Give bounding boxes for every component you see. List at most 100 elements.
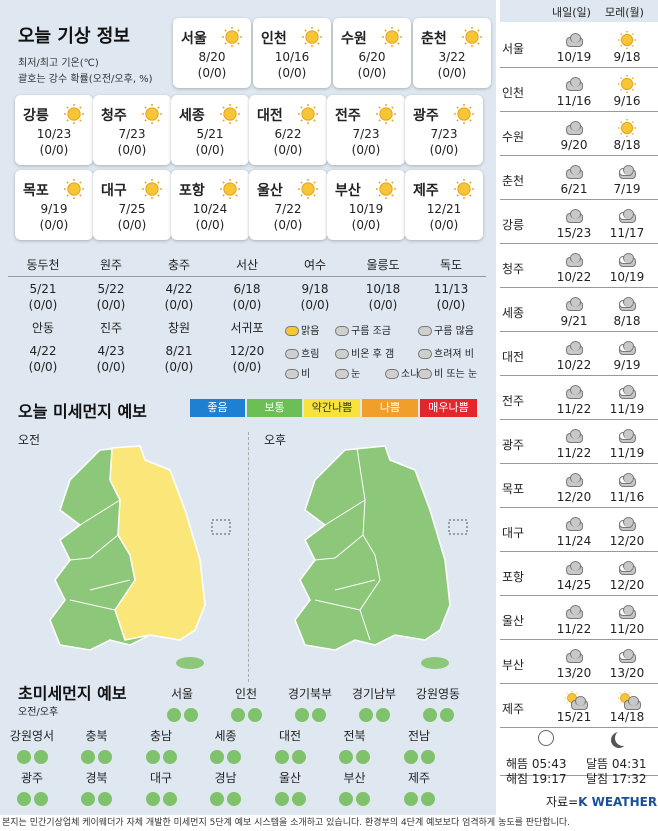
fine-dust-city: 강원영동 (410, 685, 466, 722)
am-dust-dot (81, 750, 95, 764)
pm-dust-dot (162, 750, 177, 764)
city-forecast: 창원 8/21 (0/0) (144, 320, 214, 375)
city-name: 울릉도 (348, 257, 418, 277)
city-forecast: 여수 9/18 (0/0) (280, 257, 350, 313)
city-card: 청주 7/23 (0/0) (93, 95, 171, 165)
card-city-name: 광주 (413, 108, 439, 124)
am-dust-dot (403, 750, 418, 764)
card-temp: 7/23 (118, 127, 146, 141)
fine-dust-city-name: 경기남부 (351, 687, 397, 701)
am-dust-dot (274, 792, 289, 806)
city-temp: 5/21 (29, 282, 57, 296)
day2-temp: 9/16 (613, 94, 641, 108)
card-temp: 7/25 (118, 202, 146, 216)
city-temp: 4/23 (97, 344, 125, 358)
forecast-row: 전주 11/22 11/19 (500, 376, 658, 420)
day1-temp: 12/20 (556, 490, 592, 504)
forecast-row: 포항 14/25 12/20 (500, 552, 658, 596)
day1-temp: 13/20 (556, 666, 592, 680)
pm-dust-dot (183, 708, 198, 722)
partly-cloudy-icon (617, 165, 636, 179)
sunny-icon (375, 178, 397, 204)
city-name: 여수 (280, 257, 350, 277)
today-weather-title: 오늘 기상 정보 (18, 26, 130, 47)
partly-cloudy-icon (617, 473, 636, 487)
pm-dust-dot (356, 750, 370, 764)
fine-dust-city-name: 충북 (85, 729, 108, 743)
card-temp: 10/16 (274, 50, 310, 64)
pm-dust-dot (420, 750, 435, 764)
city-name: 충주 (144, 257, 214, 277)
sunny-icon (461, 26, 483, 52)
cloudy-icon (564, 341, 583, 355)
forecast-city: 제주 (502, 702, 525, 716)
city-rain: (0/0) (28, 360, 58, 374)
forecast-city: 광주 (502, 438, 525, 452)
fine-dust-city: 세종 (198, 727, 254, 764)
sunny-icon (381, 26, 403, 52)
forecast-row: 강릉 15/23 11/17 (500, 200, 658, 244)
am-dust-dot (145, 750, 160, 764)
legend-icon (385, 369, 399, 379)
card-city-name: 제주 (413, 183, 439, 199)
dust-map-pm (294, 445, 468, 669)
pm-dust-dot (227, 792, 241, 806)
partly-cloudy-icon (617, 385, 636, 399)
legend-icon (418, 369, 432, 379)
sunny-icon (301, 26, 323, 52)
card-city-name: 부산 (335, 183, 361, 199)
legend-item: 구름 조금 (335, 322, 391, 337)
card-rain: (0/0) (117, 218, 147, 232)
pm-dust-dot (162, 792, 177, 806)
partly-cloudy-icon (617, 429, 636, 443)
forecast-city: 서울 (502, 42, 525, 56)
forecast-city: 부산 (502, 658, 525, 672)
forecast-city: 대구 (502, 526, 525, 540)
card-city-name: 춘천 (421, 31, 447, 47)
card-temp: 10/19 (348, 202, 384, 216)
day2-temp: 8/18 (613, 138, 641, 152)
day2-temp: 8/18 (613, 314, 641, 328)
forecast-panel: 내일(일) 모레(월) 서울 10/19 9/18 인천 11/16 9/16 수원… (500, 0, 658, 809)
city-rain: (0/0) (300, 298, 330, 312)
city-card: 춘천 3/22 (0/0) (413, 18, 491, 88)
fine-dust-city: 강원영서 (4, 727, 60, 764)
partly-cloudy-icon (617, 253, 636, 267)
pm-dust-dot (439, 708, 454, 722)
city-temp: 4/22 (29, 344, 57, 358)
day1-temp: 14/25 (556, 578, 592, 592)
city-card: 포항 10/24 (0/0) (171, 170, 249, 240)
city-temp: 4/22 (165, 282, 193, 296)
fine-dust-city: 경기북부 (282, 685, 338, 722)
day2-temp: 11/16 (609, 490, 645, 504)
city-rain: (0/0) (436, 298, 466, 312)
sunny-icon (221, 26, 243, 52)
forecast-row: 대전 10/22 9/19 (500, 332, 658, 376)
city-name: 동두천 (8, 257, 78, 277)
pm-dust-dot (356, 792, 370, 806)
city-rain: (0/0) (96, 298, 126, 312)
sunny-icon (375, 103, 397, 129)
city-temp: 5/22 (97, 282, 125, 296)
am-dust-dot (294, 708, 309, 722)
card-temp: 6/20 (358, 50, 386, 64)
sun-cloud-rain-icon (564, 690, 588, 710)
day2-label: 모레(월) (605, 6, 644, 19)
fine-dust-city: 경남 (198, 769, 254, 806)
am-dust-dot (403, 792, 418, 806)
cloudy-icon (564, 473, 583, 487)
card-city-name: 서울 (181, 31, 207, 47)
cloudy-icon (564, 121, 583, 135)
partly-cloudy-icon (617, 561, 636, 575)
legend-item: 비 또는 눈 (418, 365, 477, 380)
city-name: 창원 (167, 321, 191, 335)
card-temp: 10/24 (192, 202, 228, 216)
city-name: 서귀포 (230, 321, 264, 335)
sunny-icon (63, 178, 85, 204)
temp-note: 최저/최고 기온(℃) (18, 58, 99, 69)
day2-temp: 11/17 (609, 226, 645, 240)
pm-dust-dot (33, 750, 48, 764)
legend-label: 흐림 (301, 349, 320, 360)
day1-temp: 15/21 (556, 710, 592, 724)
city-name: 안동 (31, 321, 55, 335)
